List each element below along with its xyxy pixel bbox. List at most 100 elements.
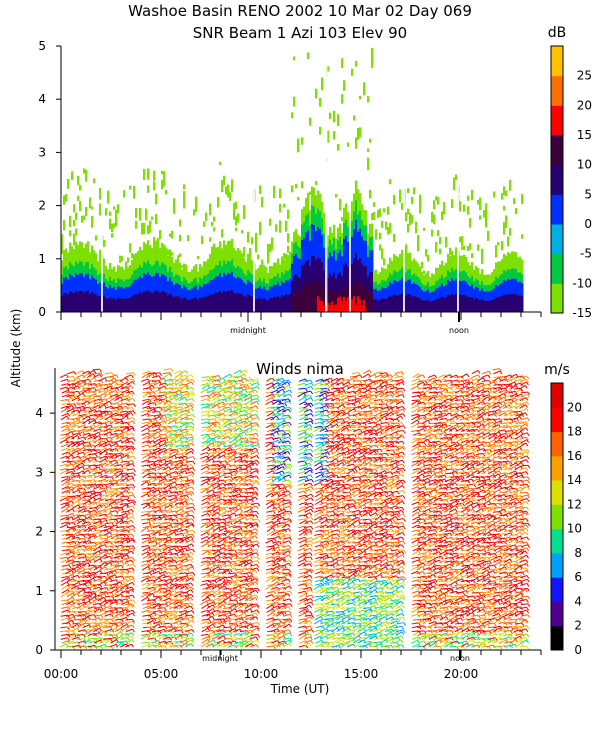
snr-colorbar-swatch bbox=[551, 75, 563, 106]
wind-barb bbox=[87, 571, 95, 575]
wind-barb-flag bbox=[109, 400, 113, 405]
snr-cell bbox=[259, 221, 262, 233]
wind-barb bbox=[121, 575, 129, 579]
wind-barb bbox=[114, 627, 122, 633]
snr-cell bbox=[171, 230, 174, 239]
wind-barb-flag bbox=[147, 597, 150, 601]
wind-barb bbox=[83, 527, 90, 532]
wind-barb-flag bbox=[192, 414, 196, 418]
snr-cell bbox=[283, 203, 286, 208]
snr-cell bbox=[419, 298, 422, 312]
snr-cell bbox=[469, 243, 472, 250]
wind-barb bbox=[103, 400, 110, 405]
wind-barb-flag bbox=[71, 489, 75, 493]
snr-cell bbox=[471, 296, 474, 312]
wind-barb bbox=[109, 560, 117, 563]
wind-barb-flag bbox=[103, 504, 107, 508]
wind-barb bbox=[76, 440, 84, 444]
snr-cell bbox=[345, 300, 348, 312]
wind-barb bbox=[76, 633, 84, 636]
snr-cell bbox=[291, 294, 294, 312]
wind-barb-flag bbox=[111, 476, 114, 481]
wind-barb bbox=[119, 472, 127, 475]
snr-cell bbox=[337, 297, 340, 312]
wind-barb bbox=[88, 552, 96, 556]
wind-barb bbox=[120, 636, 128, 640]
wind-barb bbox=[97, 631, 105, 636]
wind-barb bbox=[184, 490, 192, 494]
wind-barb bbox=[114, 400, 121, 405]
wind-barb bbox=[81, 605, 89, 610]
wind-barb bbox=[114, 593, 122, 598]
wind-barb bbox=[115, 525, 123, 529]
wind-barb bbox=[152, 522, 160, 525]
snr-cell bbox=[461, 246, 464, 250]
wind-barb bbox=[66, 394, 74, 398]
wind-barb bbox=[61, 504, 68, 509]
snr-y-tick-label: 1 bbox=[38, 252, 46, 266]
wind-barb bbox=[77, 424, 85, 429]
wind-barb-flag bbox=[191, 422, 195, 426]
wind-barb bbox=[141, 469, 148, 475]
wind-barb bbox=[88, 640, 96, 644]
snr-cell bbox=[163, 171, 166, 180]
wind-barb bbox=[71, 459, 79, 463]
wind-barb bbox=[125, 537, 133, 540]
wind-barb bbox=[103, 605, 111, 610]
wind-barb bbox=[104, 548, 112, 552]
snr-cell bbox=[477, 244, 480, 249]
snr-cell bbox=[363, 82, 366, 96]
wind-barb bbox=[104, 613, 112, 617]
wind-barb-flag bbox=[180, 477, 184, 482]
snr-cell bbox=[451, 199, 454, 209]
snr-cell bbox=[335, 304, 338, 312]
wind-barb bbox=[70, 593, 78, 598]
wind-barb bbox=[103, 428, 111, 432]
wind-barb bbox=[71, 623, 78, 629]
snr-cell bbox=[301, 181, 304, 189]
wind-barb bbox=[168, 548, 175, 552]
snr-cell bbox=[163, 175, 166, 187]
wind-barb bbox=[205, 643, 213, 648]
wind-barb-flag bbox=[132, 468, 136, 473]
wind-barb bbox=[98, 513, 106, 517]
snr-cell bbox=[469, 297, 472, 312]
wind-barb bbox=[76, 533, 84, 536]
wind-barb bbox=[93, 529, 101, 533]
wind-barb-flag bbox=[191, 425, 195, 430]
wind-barb-flag bbox=[192, 572, 196, 576]
wind-barb bbox=[141, 544, 149, 548]
snr-cell bbox=[385, 299, 388, 312]
snr-cell bbox=[475, 298, 478, 312]
wind-barb-flag bbox=[111, 372, 115, 377]
wind-barb bbox=[77, 389, 85, 394]
snr-cell bbox=[315, 195, 318, 199]
wind-barb bbox=[82, 552, 90, 556]
wind-barb bbox=[66, 412, 74, 417]
wind-barb-flag bbox=[191, 577, 195, 582]
snr-heatmap bbox=[61, 46, 524, 312]
snr-cell bbox=[149, 291, 152, 312]
wind-barb bbox=[94, 415, 101, 421]
wind-barb-flag bbox=[158, 431, 161, 436]
wind-barb bbox=[109, 634, 117, 636]
wind-barb bbox=[115, 640, 123, 644]
snr-cell bbox=[225, 186, 228, 195]
wind-barb-flag bbox=[114, 623, 118, 628]
wind-barb bbox=[109, 467, 117, 471]
wind-barb bbox=[86, 485, 94, 490]
wind-barb bbox=[104, 468, 112, 471]
wind-barb-flag bbox=[168, 473, 172, 478]
wind-barb-flag bbox=[217, 477, 221, 481]
wind-barb bbox=[185, 533, 193, 536]
wind-barb bbox=[108, 390, 116, 394]
wind-barb bbox=[119, 583, 127, 586]
wind-barb bbox=[82, 389, 89, 394]
wind-barb-flag bbox=[191, 632, 194, 637]
wind-barb bbox=[179, 423, 186, 429]
wind-barb bbox=[103, 516, 111, 521]
wind-barb bbox=[93, 464, 101, 467]
wind-barb-flag bbox=[131, 486, 135, 491]
wind-barb bbox=[60, 415, 67, 421]
wind-barb bbox=[61, 601, 69, 606]
